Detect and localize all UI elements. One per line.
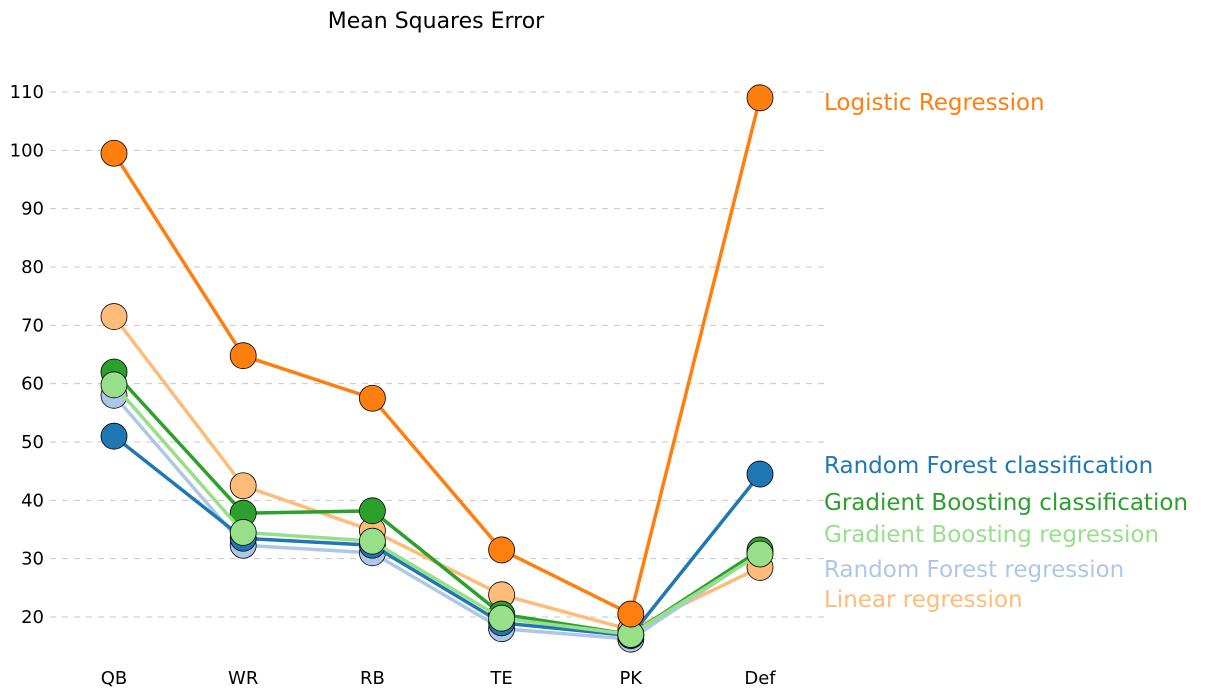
y-tick-label: 80 (21, 257, 44, 278)
y-tick-label: 20 (21, 607, 44, 628)
series-line (112, 434, 762, 638)
data-point (488, 536, 516, 564)
series-line (112, 394, 761, 641)
series-layer (100, 84, 774, 653)
y-tick-label: 50 (21, 432, 44, 453)
y-tick-label: 70 (21, 315, 44, 336)
series-label: Random Forest regression (824, 557, 1124, 583)
y-axis-ticks: 20 30 40 50 60 70 80 90 100 110 (10, 82, 44, 628)
grid-layer (50, 91, 825, 618)
x-tick-label: WR (228, 668, 258, 689)
data-point (358, 384, 386, 412)
data-point (229, 342, 257, 370)
series-label: Linear regression (824, 587, 1023, 613)
series-line (112, 383, 761, 637)
series-logistic-regression (100, 84, 774, 628)
data-point (100, 422, 128, 450)
x-tick-label: Def (744, 668, 776, 689)
y-tick-label: 60 (21, 374, 44, 395)
x-tick-label: RB (360, 668, 385, 689)
chart-title: Mean Squares Error (328, 9, 545, 34)
series-label: Logistic Regression (824, 90, 1045, 116)
data-point (746, 540, 774, 568)
series-line (112, 97, 762, 616)
series-label: Gradient Boosting regression (824, 522, 1159, 548)
y-tick-label: 40 (21, 490, 44, 511)
series-label: Gradient Boosting classification (824, 490, 1188, 516)
data-point (100, 371, 128, 399)
x-tick-label: PK (619, 668, 643, 689)
series-gradient-boosting-classification (100, 358, 774, 648)
y-tick-label: 100 (10, 140, 44, 161)
series-random-forest-classification (100, 422, 774, 650)
x-axis-ticks: QB WR RB TE PK Def (101, 668, 777, 689)
series-gradient-boosting-regression (100, 371, 774, 648)
series-label: Random Forest classification (824, 453, 1153, 479)
series-random-forest-regression (100, 381, 774, 653)
data-point (100, 303, 128, 330)
data-point (229, 519, 257, 546)
data-point (746, 460, 774, 488)
y-tick-label: 110 (10, 82, 44, 103)
data-point (229, 472, 257, 500)
data-point (617, 600, 645, 628)
series-labels: Logistic Regression Random Forest classif… (824, 90, 1188, 613)
x-tick-label: TE (489, 668, 512, 689)
x-tick-label: QB (101, 668, 128, 689)
data-point (488, 604, 516, 632)
y-tick-label: 90 (21, 199, 44, 220)
data-point (358, 497, 386, 525)
data-point (100, 139, 128, 167)
y-tick-label: 30 (21, 549, 44, 570)
data-point (358, 527, 386, 555)
data-point (746, 84, 774, 112)
